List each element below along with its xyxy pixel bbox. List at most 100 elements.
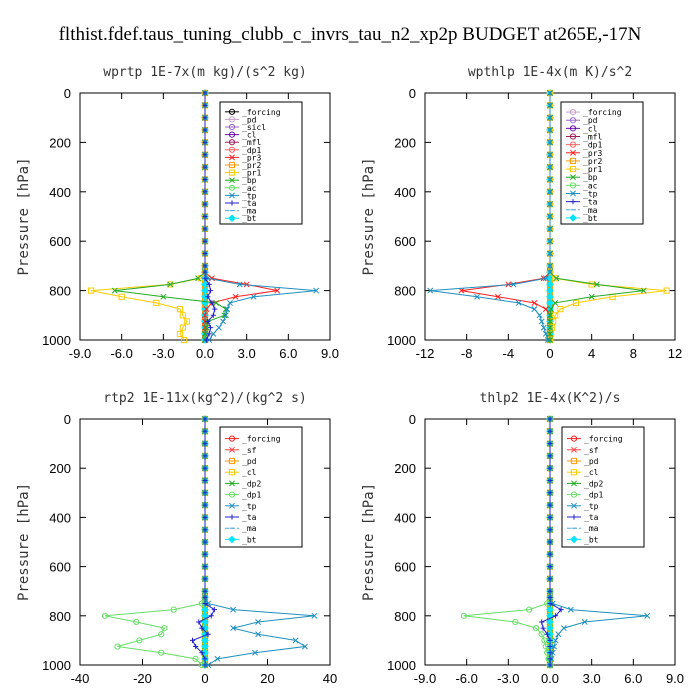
x-tick-label: -12	[416, 346, 435, 361]
legend-marker	[569, 157, 577, 165]
y-tick-label: 0	[409, 412, 416, 427]
data-point	[549, 600, 556, 607]
x-tick-label: 0.0	[541, 671, 559, 686]
series-line	[463, 419, 551, 666]
legend-marker	[228, 469, 236, 476]
series-bp	[111, 90, 229, 343]
y-tick-label: 1000	[42, 333, 71, 348]
data-point	[176, 330, 184, 337]
legend-marker	[571, 502, 577, 509]
data-point	[202, 176, 208, 183]
chart-panels: wprtp 1E-7x(m kg)/(s^2 kg) Pressure [hPa]…	[16, 65, 684, 686]
x-tick-label: 6.0	[624, 671, 642, 686]
data-point	[202, 269, 208, 275]
data-point	[205, 318, 211, 325]
legend-label: _sf	[584, 446, 599, 455]
data-point	[202, 250, 208, 257]
x-tick-label: 40	[323, 671, 337, 686]
y-tick-label: 400	[394, 510, 416, 525]
data-point	[215, 324, 222, 331]
legend-marker	[571, 480, 577, 487]
data-point	[202, 551, 208, 557]
data-point	[205, 600, 212, 607]
data-point	[210, 312, 216, 318]
data-point	[552, 299, 559, 306]
data-point	[158, 649, 165, 656]
data-point	[663, 287, 670, 294]
legend-label: _tp	[242, 191, 257, 200]
y-tick-label: 200	[394, 135, 416, 150]
data-point	[211, 607, 217, 613]
y-axis-label: Pressure [hPa]	[16, 483, 32, 601]
legend-label: _cl	[242, 131, 257, 140]
data-point	[202, 527, 208, 533]
data-point	[427, 287, 434, 294]
data-point	[547, 269, 553, 276]
legend-label: _dp2	[584, 479, 603, 488]
y-tick-label: 600	[394, 234, 416, 249]
data-point	[202, 90, 208, 96]
data-point	[255, 631, 262, 638]
data-point	[547, 551, 553, 557]
data-point	[552, 312, 559, 319]
data-point	[547, 453, 553, 459]
data-point	[88, 287, 95, 294]
data-point	[547, 539, 553, 545]
data-point	[547, 428, 553, 434]
data-point	[547, 213, 553, 220]
legend-marker	[569, 117, 577, 124]
data-point	[274, 287, 281, 294]
data-point	[539, 619, 545, 625]
data-point	[544, 337, 551, 343]
data-point	[202, 263, 208, 269]
x-tick-label: -9.0	[69, 346, 91, 361]
data-point	[202, 226, 208, 232]
data-point	[547, 564, 553, 570]
y-tick-label: 800	[394, 284, 416, 299]
y-tick-label: 400	[49, 510, 71, 525]
data-point	[202, 600, 208, 607]
y-tick-label: 600	[49, 234, 71, 249]
y-axis-label: Pressure [hPa]	[361, 157, 377, 275]
data-point	[547, 151, 553, 158]
data-point	[547, 337, 553, 343]
legend-marker	[571, 446, 577, 453]
legend-label: _cl	[242, 468, 257, 477]
data-point	[557, 306, 564, 313]
data-point	[313, 287, 320, 294]
legend-label: _tp	[242, 502, 257, 511]
data-point	[176, 306, 184, 313]
data-point	[214, 655, 221, 662]
legend-label: _pr3	[242, 153, 261, 162]
legend-marker	[570, 174, 576, 181]
legend-label: _sf	[242, 446, 257, 455]
data-point	[588, 293, 595, 300]
data-point	[202, 514, 208, 520]
legend-box	[561, 426, 645, 548]
x-tick-label: 4	[588, 346, 595, 361]
page-title: flthist.fdef.taus_tuning_clubb_c_invrs_t…	[59, 24, 642, 45]
data-point	[552, 613, 559, 619]
legend-label: _cl	[584, 468, 599, 477]
legend-label: _dp2	[242, 479, 261, 488]
data-point	[252, 649, 258, 656]
data-point	[179, 312, 186, 319]
data-point	[202, 213, 208, 220]
legend-label: _dp1	[583, 141, 602, 150]
data-point	[181, 336, 188, 344]
data-point	[227, 299, 233, 306]
data-point	[547, 225, 553, 232]
data-point	[222, 312, 229, 319]
legend-label: _tp	[583, 190, 598, 199]
legend-marker	[569, 133, 577, 140]
legend-marker	[228, 535, 236, 544]
data-point	[547, 650, 553, 656]
series-dp1	[101, 415, 209, 669]
data-point	[547, 643, 553, 650]
legend-label: _cl	[583, 124, 598, 133]
data-point	[640, 287, 647, 294]
y-tick-label: 200	[394, 461, 416, 476]
data-point	[202, 152, 208, 158]
legend-marker	[229, 502, 235, 509]
data-point	[196, 619, 202, 625]
